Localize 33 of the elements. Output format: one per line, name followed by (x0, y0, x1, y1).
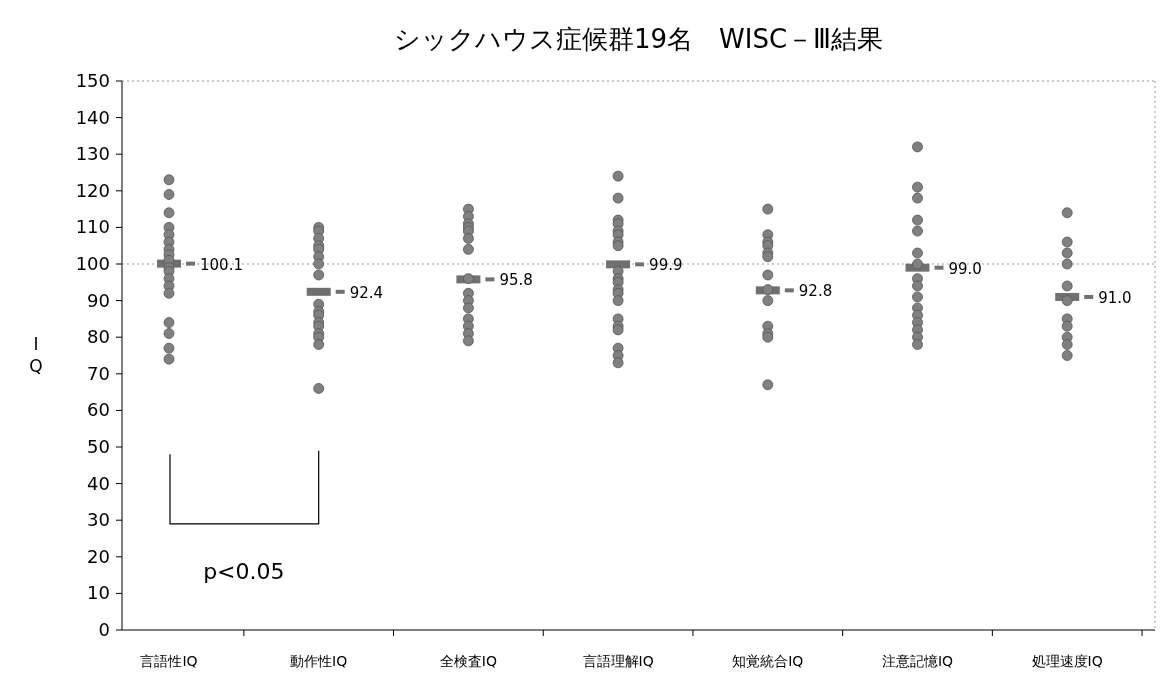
data-label: 92.4 (349, 283, 384, 302)
x-tick-label: 動作性IQ (290, 653, 348, 669)
x-tick-label: 言語性IQ (140, 653, 198, 669)
y-tick-label: 80 (87, 326, 110, 348)
y-tick-label: 140 (75, 106, 110, 128)
y-tick-label: 150 (75, 70, 110, 91)
y-tick-label: 130 (75, 143, 110, 165)
y-tick-label: 30 (87, 509, 110, 531)
y-tick-label: 120 (75, 179, 110, 201)
x-tick-label: 知覚統合IQ (732, 653, 804, 669)
annotation: p<0.05 (203, 558, 285, 584)
y-tick-label: 90 (87, 289, 110, 311)
y-tick-label: 40 (87, 472, 110, 494)
y-tick-label: 60 (87, 399, 110, 421)
y-tick-label: 0 (98, 619, 110, 640)
x-tick-label: 全検査IQ (439, 653, 497, 669)
x-tick-label: 処理速度IQ (1031, 653, 1103, 669)
y-tick-label: 50 (87, 436, 110, 457)
x-tick-label: 注意記憶IQ (881, 653, 954, 669)
data-label: 92.8 (798, 282, 833, 301)
x-tick-label: 言語理解IQ (582, 653, 654, 669)
y-tick-label: 100 (75, 253, 110, 274)
data-label: 95.8 (499, 271, 533, 290)
y-tick-label: 70 (87, 362, 110, 384)
y-axis-title: IQ (29, 333, 43, 376)
y-tick-label: 20 (87, 545, 110, 567)
y-tick-label: 10 (87, 582, 110, 604)
data-label: 99.9 (649, 256, 683, 275)
data-label: 91.0 (1098, 288, 1132, 307)
data-label: 100.1 (200, 255, 243, 274)
y-tick-label: 110 (75, 216, 110, 238)
data-label: 99.0 (948, 259, 982, 278)
chart-title: シックハウス症候群19名 WISC－Ⅲ結果 (393, 24, 884, 54)
